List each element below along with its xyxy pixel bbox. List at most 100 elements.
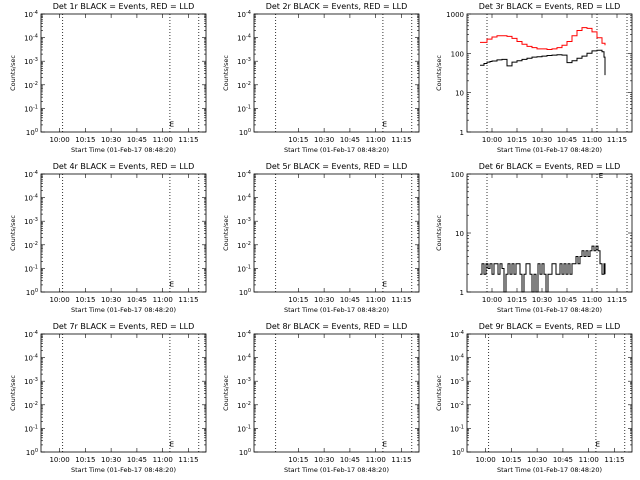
x-tick-label: 10:15 <box>288 456 308 464</box>
x-tick-label: 10:45 <box>127 136 147 144</box>
y-tick-label: 10-1 <box>24 104 38 113</box>
chart-panel-3: Det 3r BLACK = Events, RED = LLD 1 10 100 10… <box>435 2 633 154</box>
x-axis-label: Start Time (01-Feb-17 08:48:20) <box>284 306 389 314</box>
event-marker: E <box>599 172 603 180</box>
y-tick-label: 10-4 <box>24 194 38 203</box>
chart-panel-4: Det 4r BLACK = Events, RED = LLD 100 10-1 1… <box>9 162 207 314</box>
event-marker: E <box>170 121 174 129</box>
x-axis-label: Start Time (01-Feb-17 08:48:20) <box>71 146 176 154</box>
y-tick-label: 100 <box>239 448 251 457</box>
x-tick-label: 11:00 <box>579 456 599 464</box>
plot-frame <box>253 333 420 453</box>
y-tick-label: 10-2 <box>237 241 251 250</box>
y-tick-label: 10-4 <box>237 170 251 179</box>
y-tick-label: 10 <box>455 230 464 238</box>
plot-frame <box>466 13 633 133</box>
x-tick-label: 10:15 <box>288 136 308 144</box>
x-tick-label: 10:00 <box>482 136 502 144</box>
chart-panel-6: Det 6r BLACK = Events, RED = LLD 1 10 100 10… <box>435 162 633 314</box>
y-axis-label: Counts/sec <box>435 55 443 91</box>
x-tick-label: 10:30 <box>101 136 121 144</box>
y-tick-label: 1 <box>460 289 464 297</box>
x-axis-label: Start Time (01-Feb-17 08:48:20) <box>71 306 176 314</box>
chart-title: Det 8r BLACK = Events, RED = LLD <box>266 322 408 331</box>
x-axis-label: Start Time (01-Feb-17 08:48:20) <box>71 466 176 474</box>
y-tick-label: 10-4 <box>237 10 251 19</box>
x-tick-label: 10:45 <box>340 456 360 464</box>
y-tick-label: 10-4 <box>24 330 38 339</box>
y-tick-label: 1 <box>460 129 464 137</box>
x-tick-label: 10:15 <box>75 296 95 304</box>
x-tick-label: 10:30 <box>532 136 552 144</box>
y-tick-label: 10-3 <box>24 377 38 386</box>
x-tick-label: 10:30 <box>314 296 334 304</box>
y-tick-label: 100 <box>239 288 251 297</box>
y-axis-label: Counts/sec <box>222 55 230 91</box>
plot-frame <box>466 333 633 453</box>
y-tick-label: 10-1 <box>237 264 251 273</box>
chart-title: Det 1r BLACK = Events, RED = LLD <box>53 2 195 11</box>
chart-title: Det 9r BLACK = Events, RED = LLD <box>479 322 621 331</box>
y-tick-label: 10-3 <box>24 217 38 226</box>
event-marker: E <box>170 441 174 449</box>
x-tick-label: 10:30 <box>314 136 334 144</box>
y-tick-label: 100 <box>452 448 464 457</box>
x-tick-label: 10:30 <box>101 456 121 464</box>
y-tick-label: 10-3 <box>450 377 464 386</box>
y-tick-label: 10-1 <box>237 424 251 433</box>
series-line-1 <box>480 245 606 293</box>
y-tick-label: 100 <box>239 128 251 137</box>
y-tick-label: 10-3 <box>237 57 251 66</box>
y-tick-label: 10-4 <box>24 34 38 43</box>
chart-panel-7: Det 7r BLACK = Events, RED = LLD 100 10-1 1… <box>9 322 207 474</box>
y-axis-label: Counts/sec <box>222 215 230 251</box>
y-tick-label: 10 <box>455 90 464 98</box>
x-tick-label: 11:15 <box>178 296 198 304</box>
x-tick-label: 10:15 <box>507 136 527 144</box>
y-tick-label: 100 <box>26 288 38 297</box>
x-tick-label: 11:00 <box>582 296 602 304</box>
x-tick-label: 11:15 <box>178 456 198 464</box>
y-tick-label: 10-4 <box>237 354 251 363</box>
x-axis-label: Start Time (01-Feb-17 08:48:20) <box>497 146 602 154</box>
y-tick-label: 100 <box>26 128 38 137</box>
y-axis-label: Counts/sec <box>9 215 17 251</box>
chart-title: Det 5r BLACK = Events, RED = LLD <box>266 162 408 171</box>
x-tick-label: 11:00 <box>366 456 386 464</box>
y-tick-label: 100 <box>451 50 464 58</box>
y-axis-label: Counts/sec <box>435 215 443 251</box>
y-tick-label: 10-2 <box>450 401 464 410</box>
chart-title: Det 6r BLACK = Events, RED = LLD <box>479 162 621 171</box>
x-tick-label: 10:15 <box>507 296 527 304</box>
series-line-1 <box>480 49 606 76</box>
x-tick-label: 10:45 <box>553 456 573 464</box>
y-tick-label: 10-2 <box>24 401 38 410</box>
x-tick-label: 10:45 <box>340 296 360 304</box>
y-tick-label: 10-2 <box>237 81 251 90</box>
y-tick-label: 10-4 <box>450 354 464 363</box>
x-tick-label: 10:45 <box>340 136 360 144</box>
chart-panel-8: Det 8r BLACK = Events, RED = LLD 100 10-1 1… <box>222 322 420 474</box>
x-tick-label: 11:15 <box>604 456 624 464</box>
event-marker: E <box>170 281 174 289</box>
event-marker: E <box>383 441 387 449</box>
x-tick-label: 10:15 <box>75 456 95 464</box>
plot-frame <box>253 173 420 293</box>
x-tick-label: 10:00 <box>49 296 69 304</box>
x-tick-label: 11:15 <box>178 136 198 144</box>
y-tick-label: 10-3 <box>237 217 251 226</box>
y-tick-label: 10-4 <box>24 170 38 179</box>
chart-title: Det 2r BLACK = Events, RED = LLD <box>266 2 408 11</box>
x-tick-label: 11:00 <box>582 136 602 144</box>
x-tick-label: 10:45 <box>557 296 577 304</box>
x-tick-label: 10:15 <box>501 456 521 464</box>
x-tick-label: 10:00 <box>49 136 69 144</box>
x-tick-label: 10:15 <box>288 296 308 304</box>
chart-panel-5: Det 5r BLACK = Events, RED = LLD 100 10-1 1… <box>222 162 420 314</box>
y-tick-label: 10-1 <box>24 264 38 273</box>
event-marker: E <box>596 441 600 449</box>
y-tick-label: 10-3 <box>24 57 38 66</box>
x-tick-label: 10:30 <box>314 456 334 464</box>
y-tick-label: 10-4 <box>24 354 38 363</box>
x-tick-label: 10:45 <box>557 136 577 144</box>
